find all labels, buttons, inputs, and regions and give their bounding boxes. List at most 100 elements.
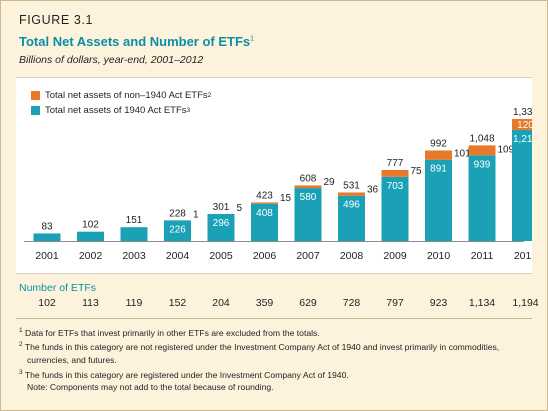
label-1940-2006: 408 xyxy=(256,208,273,219)
label-non1940-2011: 109 xyxy=(498,144,515,155)
footnote-3-num: 3 xyxy=(19,368,23,376)
footnotes: 1 Data for ETFs that invest primarily in… xyxy=(19,325,534,394)
bar-1940-2012 xyxy=(512,129,532,241)
chart-panel: 83 2001 102 2002 151 2003 226 1 228 2004 296 5 301 20… xyxy=(16,77,532,274)
x-tick-2011: 2011 xyxy=(471,250,494,262)
x-tick-2009: 2009 xyxy=(383,250,407,262)
bar-non1940-2012 xyxy=(512,119,532,130)
chart-title: Total Net Assets and Number of ETFs1 xyxy=(19,34,254,49)
legend-label-non1940: Total net assets of non–1940 Act ETFs xyxy=(45,90,208,101)
bar-1940-2009 xyxy=(381,176,409,241)
figure-label: FIGURE 3.1 xyxy=(19,13,94,27)
bar-1940-2005 xyxy=(207,213,235,241)
bar-non1940-2009 xyxy=(381,170,409,177)
footnote-2-text: The funds in this category are not regis… xyxy=(24,342,500,353)
label-1940-2007: 580 xyxy=(300,192,317,203)
label-non1940-2007: 29 xyxy=(324,177,336,188)
bar-non1940-2008 xyxy=(338,192,365,196)
etf-count-2011: 1,134 xyxy=(468,297,496,309)
label-non1940-2005: 5 xyxy=(237,203,243,214)
bar-1940-2006 xyxy=(251,203,278,241)
x-tick-2005: 2005 xyxy=(209,250,233,262)
etf-count-2012: 1,194 xyxy=(512,297,539,309)
legend-note-1940: 3 xyxy=(186,107,191,114)
bar-non1940-2006 xyxy=(251,202,278,204)
x-tick-2006: 2006 xyxy=(253,250,277,262)
legend-item-1940: Total net assets of 1940 Act ETFs 3 xyxy=(31,103,211,118)
etf-count-2009: 797 xyxy=(386,297,404,309)
bar-1940-2010 xyxy=(425,159,452,241)
label-1940-2004: 226 xyxy=(169,224,186,235)
label-1940-2012: 1,217 xyxy=(513,134,532,145)
bar-non1940-2007 xyxy=(294,185,322,189)
label-non1940-2009: 75 xyxy=(411,166,423,177)
etf-count-2005: 204 xyxy=(212,297,230,309)
total-label-2008: 531 xyxy=(343,180,360,191)
etf-count-2002: 113 xyxy=(82,297,99,309)
x-tick-2008: 2008 xyxy=(340,250,364,262)
label-1940-2010: 891 xyxy=(430,164,447,175)
bar-1940-2007 xyxy=(294,188,322,241)
x-tick-2003: 2003 xyxy=(122,250,146,262)
bar-1940-2004 xyxy=(164,220,191,241)
bar-non1940-2010 xyxy=(425,150,452,160)
footnote-1: 1 Data for ETFs that invest primarily in… xyxy=(19,325,534,339)
title-footnote-ref: 1 xyxy=(250,35,255,43)
footnote-divider xyxy=(16,318,532,319)
legend-label-1940: Total net assets of 1940 Act ETFs xyxy=(45,105,187,116)
bar-non1940-2011 xyxy=(468,145,496,156)
label-non1940-2012: 120 xyxy=(517,120,532,131)
etf-count-row: 102 113 119 152 204 359 629 728 797 923 1,134 1,194 xyxy=(1,297,548,311)
total-label-2003: 151 xyxy=(126,215,143,226)
legend-item-non1940: Total net assets of non–1940 Act ETFs 2 xyxy=(31,88,211,103)
legend-note-non1940: 2 xyxy=(207,92,212,99)
label-non1940-2006: 15 xyxy=(280,193,292,204)
total-label-2006: 423 xyxy=(256,190,273,201)
footnote-2-num: 2 xyxy=(19,341,23,349)
total-label-2002: 102 xyxy=(82,220,99,231)
count-title: Number of ETFs xyxy=(19,282,97,294)
bar-1940-2002 xyxy=(77,231,104,241)
etf-count-2007: 629 xyxy=(299,297,317,309)
etf-count-2008: 728 xyxy=(342,297,361,309)
total-label-2010: 992 xyxy=(430,138,447,149)
bar-1940-2008 xyxy=(338,195,365,241)
total-label-2005: 301 xyxy=(213,202,230,213)
label-non1940-2010: 101 xyxy=(454,149,471,160)
label-1940-2005: 296 xyxy=(213,218,230,229)
footnote-1-text: Data for ETFs that invest primarily in o… xyxy=(25,327,320,338)
total-label-2012: 1,337 xyxy=(513,107,532,118)
x-tick-2012: 2012 xyxy=(514,250,532,262)
footnote-3-text: The funds in this category are registere… xyxy=(24,369,349,380)
etf-count-2001: 102 xyxy=(38,297,56,309)
legend: Total net assets of non–1940 Act ETFs 2 T… xyxy=(31,88,211,118)
chart-subtitle: Billions of dollars, year-end, 2001–2012 xyxy=(19,54,204,66)
x-tick-2001: 2001 xyxy=(35,250,59,262)
bar-chart: 83 2001 102 2002 151 2003 226 1 228 2004 296 5 301 20… xyxy=(24,107,532,262)
footnote-2-continuation: currencies, and futures. xyxy=(27,354,117,365)
bar-1940-2003 xyxy=(120,227,148,241)
footnote-1-num: 1 xyxy=(19,327,23,334)
label-1940-2011: 939 xyxy=(474,159,491,170)
bar-1940-2011 xyxy=(468,155,496,241)
x-tick-2007: 2007 xyxy=(296,250,320,262)
footnote-2: 2 The funds in this category are not reg… xyxy=(19,339,534,353)
legend-swatch-1940 xyxy=(31,106,40,115)
total-label-2011: 1,048 xyxy=(469,133,494,144)
total-label-2004: 228 xyxy=(169,208,186,219)
etf-count-2006: 359 xyxy=(255,297,274,309)
label-non1940-2008: 36 xyxy=(367,185,379,196)
footnote-3: 3 The funds in this category are registe… xyxy=(19,367,534,381)
total-label-2001: 83 xyxy=(41,221,53,232)
etf-count-2010: 923 xyxy=(429,297,448,309)
etf-count-2003: 119 xyxy=(125,297,143,309)
chart-title-text: Total Net Assets and Number of ETFs xyxy=(19,34,251,49)
x-tick-2010: 2010 xyxy=(427,250,451,262)
x-tick-2002: 2002 xyxy=(79,250,103,262)
legend-swatch-non1940 xyxy=(31,91,40,100)
total-label-2007: 608 xyxy=(300,173,317,184)
label-1940-2009: 703 xyxy=(387,181,404,192)
footnote-note: Note: Components may not add to the tota… xyxy=(27,381,274,392)
label-non1940-2004: 1 xyxy=(193,209,199,220)
